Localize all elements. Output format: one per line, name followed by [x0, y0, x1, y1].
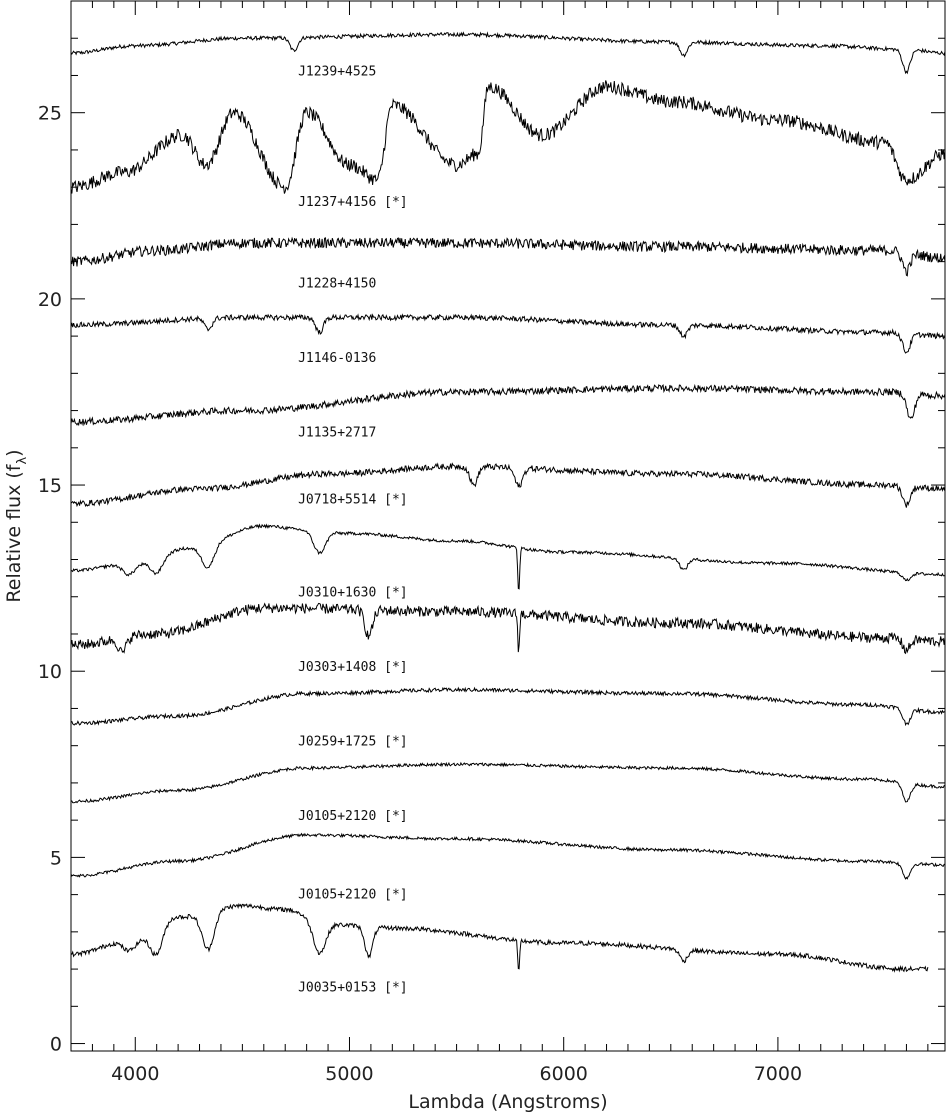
y-tick-label: 25 [38, 103, 62, 125]
y-tick-label: 5 [50, 847, 62, 869]
y-tick-label: 20 [38, 289, 62, 311]
x-tick-label: 5000 [325, 1063, 373, 1085]
spectrum-line [70, 31, 946, 75]
spectrum-line [70, 462, 946, 508]
y-tick-label: 15 [38, 475, 62, 497]
spectrum-label: J0310+1630 [*] [298, 586, 408, 601]
spectrum-line [70, 523, 946, 590]
spectrum-line [70, 80, 946, 194]
spectrum-line [70, 832, 946, 880]
spectrum-line [70, 602, 946, 655]
y-axis-title-main: Relative flux (f [3, 463, 25, 602]
spectrum-label: J0718+5514 [*] [298, 493, 408, 508]
x-axis-title: Lambda (Angstroms) [408, 1091, 607, 1113]
y-tick-label: 10 [38, 661, 62, 683]
spectrum-label: J1239+4525 [298, 64, 376, 79]
spectra-lines [70, 31, 946, 973]
x-tick-label: 4000 [111, 1063, 159, 1085]
axis-ticks [70, 1, 945, 1051]
spectrum-line [70, 313, 946, 354]
y-axis-title-sub: λ [15, 457, 30, 465]
spectrum-label: J0259+1725 [*] [298, 735, 408, 750]
spectrum-line [70, 902, 929, 973]
y-axis-title: Relative flux (fλ) [3, 449, 30, 602]
spectrum-label: J1146-0136 [298, 351, 376, 366]
y-axis-title-close: ) [3, 449, 25, 456]
spectrum-label: J0035+0153 [*] [298, 980, 408, 995]
x-tick-label: 6000 [540, 1063, 588, 1085]
spectrum-label: J0303+1408 [*] [298, 660, 408, 675]
spectrum-line [70, 761, 946, 804]
spectrum-label: J1228+4150 [298, 277, 376, 292]
spectrum-line [70, 686, 946, 727]
spectrum-label: J1135+2717 [298, 426, 376, 441]
spectrum-line [70, 383, 946, 427]
x-tick-label: 7000 [754, 1063, 802, 1085]
spectra-labels: J1239+4525 J1237+4156 [*] J1228+4150 J1146-… [298, 64, 408, 995]
spectrum-line [70, 236, 946, 277]
plot-frame [70, 0, 946, 1052]
axis-tick-labels: 4000 5000 6000 7000 0 5 10 15 20 25 [38, 103, 802, 1085]
spectrum-label: J0105+2120 [*] [298, 887, 408, 902]
spectrum-label: J1237+4156 [*] [298, 195, 408, 210]
y-tick-label: 0 [50, 1034, 62, 1056]
spectrum-label: J0105+2120 [*] [298, 809, 408, 824]
